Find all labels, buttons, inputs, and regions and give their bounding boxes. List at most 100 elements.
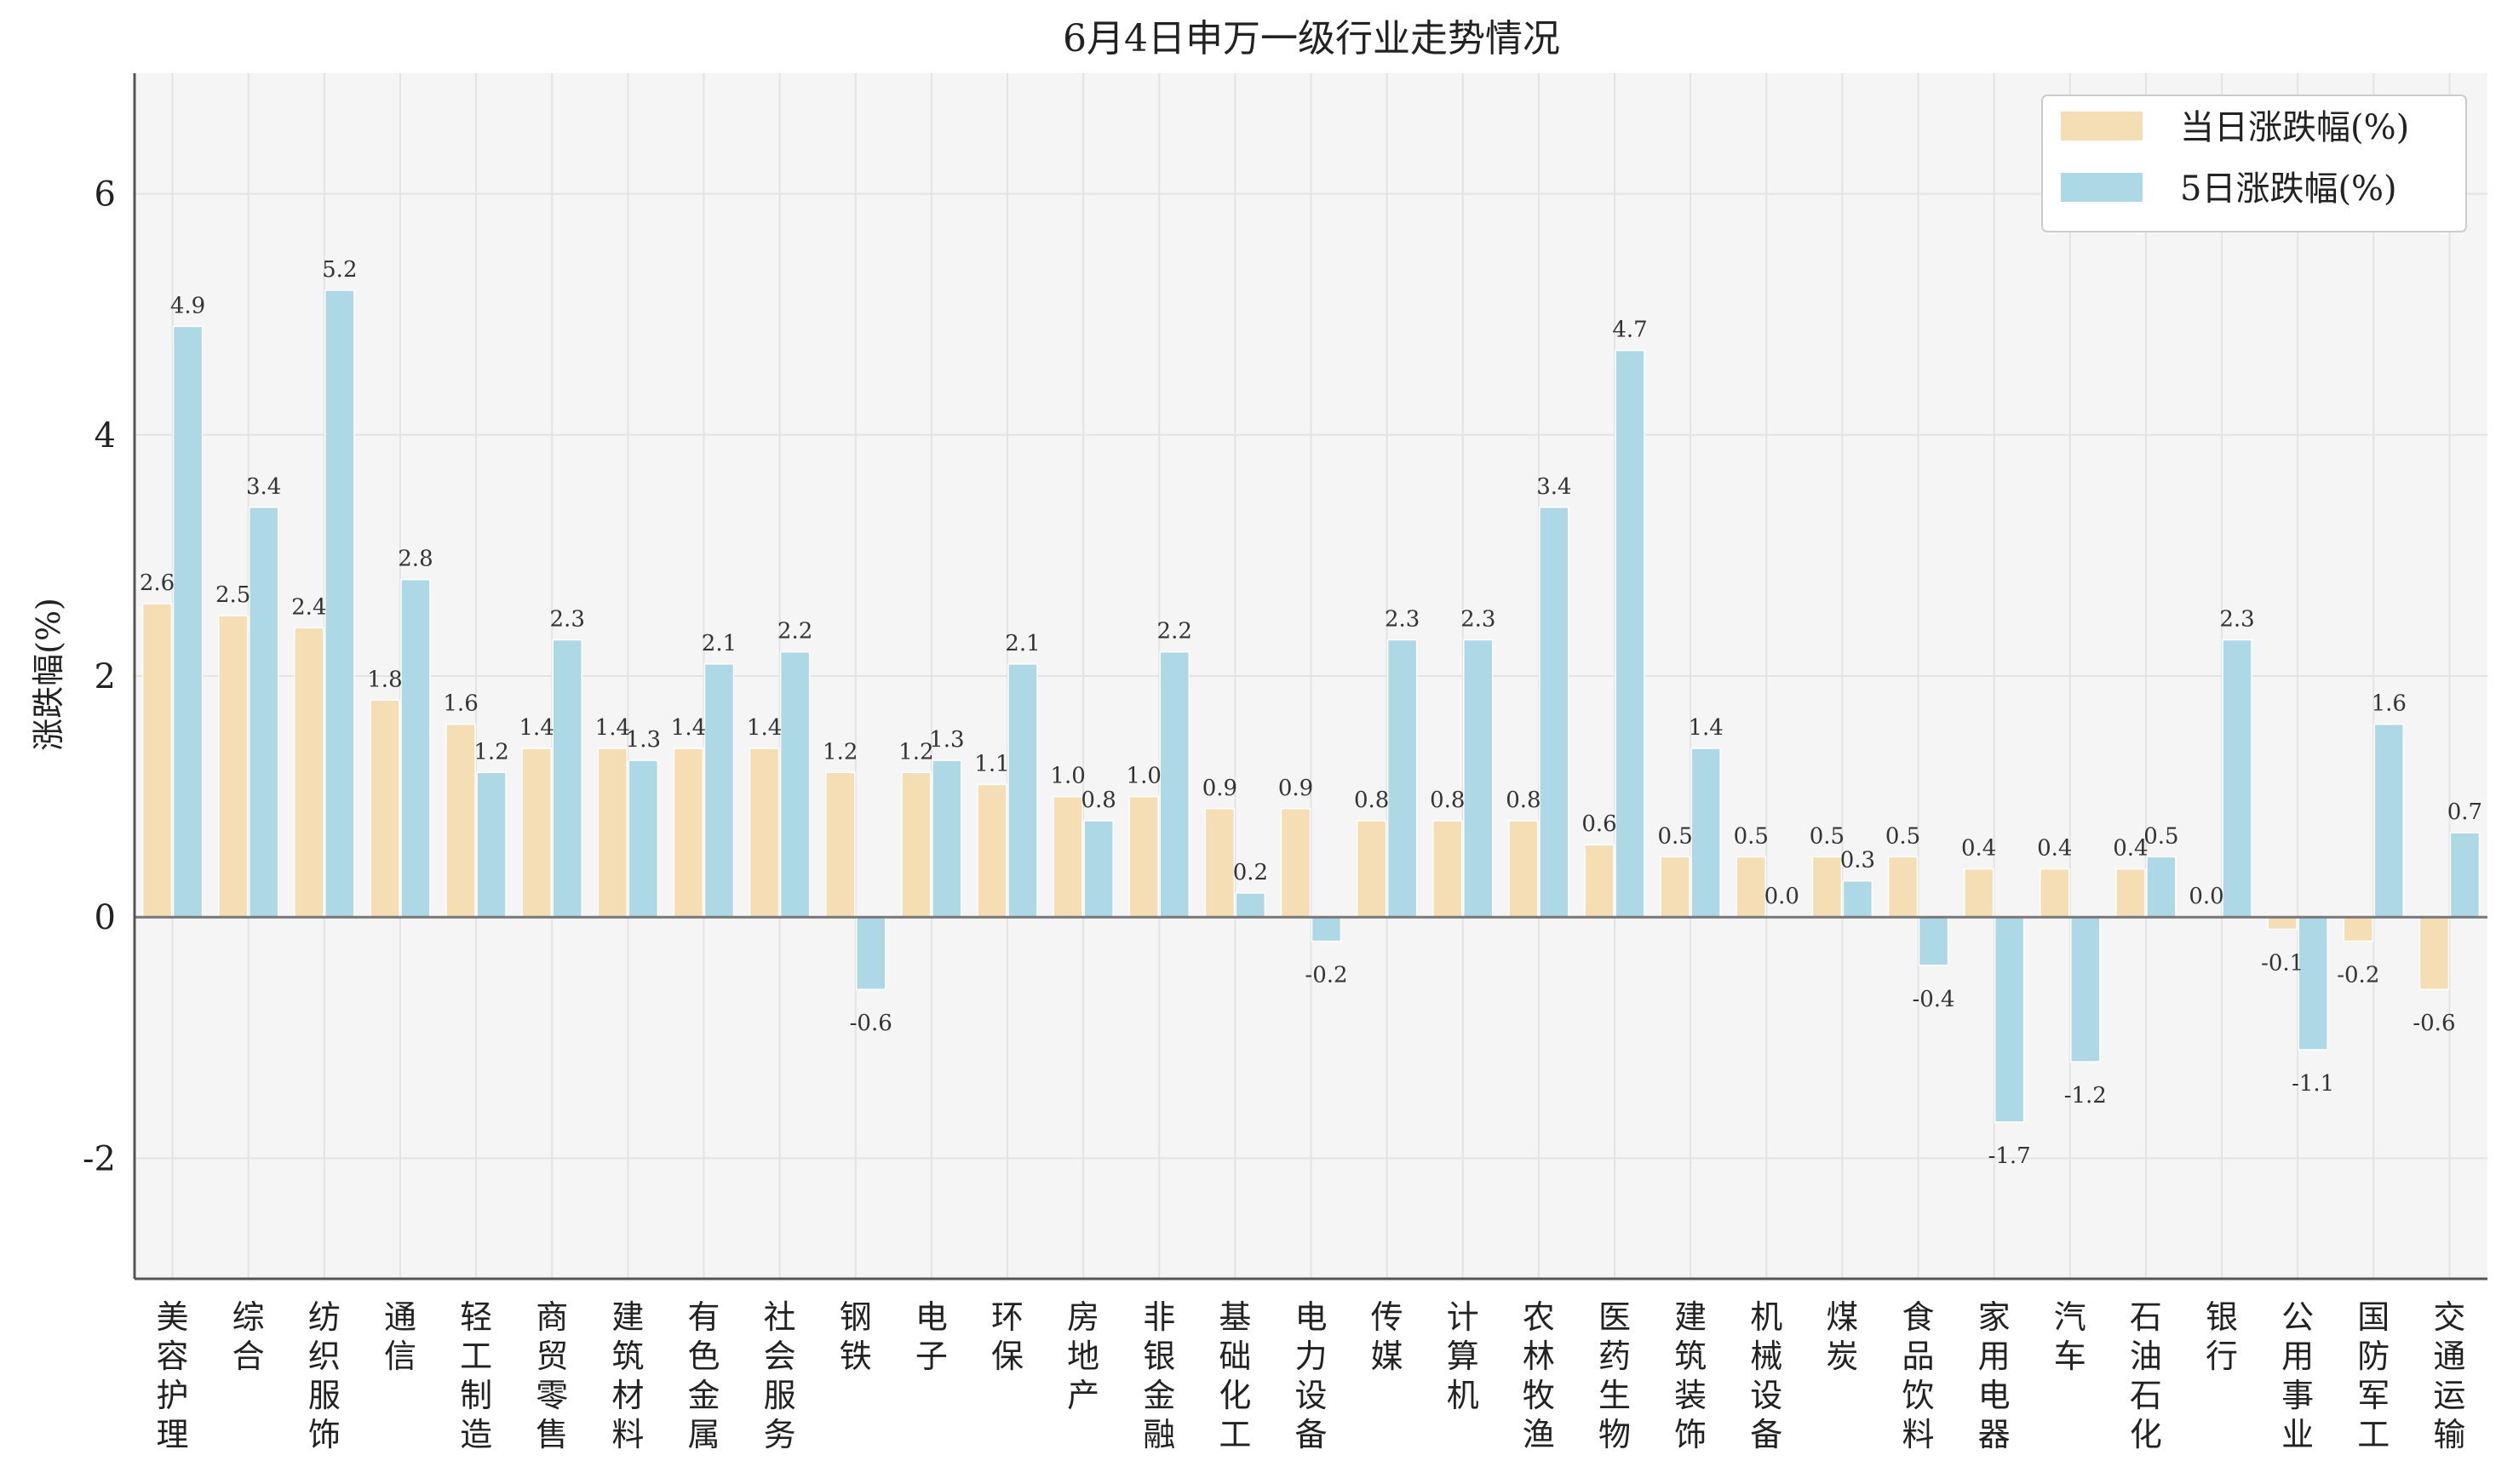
bar-daily xyxy=(673,748,704,918)
y-tick-label: 0 xyxy=(95,898,116,937)
x-tick-label: 钢铁 xyxy=(840,1298,872,1375)
data-label-5day: 2.1 xyxy=(702,631,737,656)
bar-daily xyxy=(141,603,173,918)
x-tick-label: 有色金属 xyxy=(687,1298,720,1453)
data-label-daily: 1.4 xyxy=(671,715,706,741)
bar-5day xyxy=(248,507,279,918)
data-label-5day: 4.9 xyxy=(170,293,205,318)
bar-5day xyxy=(1159,650,1190,918)
data-label-5day: 1.3 xyxy=(626,727,661,753)
data-label-5day: 3.4 xyxy=(246,474,281,500)
data-label-daily: 1.4 xyxy=(519,715,554,741)
legend-swatch-5day xyxy=(2061,173,2143,202)
data-label-5day: -1.2 xyxy=(2064,1083,2107,1109)
data-label-5day: 1.6 xyxy=(2372,691,2407,717)
data-label-daily: 2.5 xyxy=(215,582,250,608)
data-label-daily: 2.4 xyxy=(291,594,326,620)
x-tick-label: 纺织服饰 xyxy=(308,1298,341,1453)
bar-daily xyxy=(1963,868,1994,918)
x-tick-label: 环保 xyxy=(991,1298,1024,1375)
chart-title: 6月4日申万一级行业走势情况 xyxy=(1063,17,1560,60)
bar-daily xyxy=(2343,916,2374,943)
bar-daily xyxy=(2418,916,2450,990)
bar-5day xyxy=(400,578,431,918)
bar-5day xyxy=(1539,507,1569,918)
data-label-daily: 0.8 xyxy=(1430,788,1465,813)
bar-5day xyxy=(1235,892,1266,918)
data-label-daily: 1.0 xyxy=(1050,764,1085,789)
bar-5day xyxy=(476,771,507,918)
bar-daily xyxy=(1204,808,1236,918)
data-label-5day: -1.7 xyxy=(1988,1143,2031,1169)
bar-5day xyxy=(1615,349,1645,918)
data-label-5day: 2.3 xyxy=(1385,607,1420,633)
data-label-5day: 0.0 xyxy=(1764,884,1799,909)
bar-5day xyxy=(932,759,962,918)
data-label-daily: 0.4 xyxy=(2113,836,2148,862)
data-label-daily: 0.4 xyxy=(1961,836,1996,862)
bar-daily xyxy=(1660,856,1690,918)
bar-5day xyxy=(1386,639,1418,918)
x-tick-label: 美容护理 xyxy=(157,1298,189,1453)
x-tick-label: 商贸零售 xyxy=(536,1298,568,1453)
data-label-daily: 0.5 xyxy=(1657,823,1692,849)
data-label-5day: 0.7 xyxy=(2447,799,2482,825)
x-tick-label: 食品饮料 xyxy=(1902,1298,1935,1453)
data-label-daily: 1.4 xyxy=(595,715,630,741)
y-tick-label: 6 xyxy=(95,175,116,215)
legend-label-5day: 5日涨跌幅(%) xyxy=(2180,169,2397,209)
x-tick-label: 石油石化 xyxy=(2130,1298,2162,1453)
bar-daily xyxy=(749,748,780,918)
axes xyxy=(133,73,2487,1281)
x-tick-label: 煤炭 xyxy=(1826,1298,1858,1375)
x-tick-label: 综合 xyxy=(232,1298,265,1375)
x-tick-label: 非银金融 xyxy=(1143,1298,1175,1453)
data-label-5day: 3.4 xyxy=(1536,474,1571,500)
bar-5day xyxy=(2222,639,2252,918)
bar-daily xyxy=(1432,820,1463,918)
bar-daily xyxy=(1887,856,1919,918)
data-label-daily: 0.9 xyxy=(1278,776,1313,801)
bar-daily xyxy=(1280,808,1311,918)
bar-5day xyxy=(703,663,735,918)
x-tick-label: 机械设备 xyxy=(1750,1298,1782,1453)
bar-daily xyxy=(824,771,856,918)
bar-daily xyxy=(1811,856,1843,918)
x-tick-label: 银行 xyxy=(2206,1298,2238,1375)
data-label-daily: 0.9 xyxy=(1202,776,1237,801)
bar-5day xyxy=(628,759,659,918)
bar-5day xyxy=(1994,916,2025,1123)
bar-daily xyxy=(1584,844,1615,918)
data-label-5day: -0.4 xyxy=(1912,987,1954,1012)
x-tick-label: 建筑材料 xyxy=(611,1298,644,1453)
bar-5day xyxy=(1083,820,1114,918)
data-label-daily: -0.1 xyxy=(2261,950,2304,976)
y-axis-label: 涨跌幅(%) xyxy=(30,598,67,751)
legend: 当日涨跌幅(%) 5日涨跌幅(%) xyxy=(2041,95,2467,232)
x-tick-label: 轻工制造 xyxy=(460,1298,492,1453)
data-label-daily: 0.5 xyxy=(1885,823,1920,849)
bar-daily xyxy=(2267,916,2298,931)
data-label-daily: 1.8 xyxy=(367,667,402,692)
data-label-5day: 0.3 xyxy=(1840,848,1875,874)
data-labels: 2.64.92.53.42.45.21.82.81.61.21.42.31.41… xyxy=(140,257,2482,1169)
bar-5day xyxy=(855,916,886,990)
data-label-5day: 2.3 xyxy=(2219,607,2254,633)
data-label-daily: 1.1 xyxy=(974,751,1009,776)
bar-5day xyxy=(2298,916,2328,1051)
bar-5day xyxy=(2146,856,2177,918)
bar-daily xyxy=(1128,795,1159,918)
bar-daily xyxy=(1736,856,1767,918)
data-label-5day: 2.8 xyxy=(398,547,433,572)
bar-daily xyxy=(1356,820,1387,918)
data-label-5day: -0.2 xyxy=(1305,963,1347,988)
bar-5day xyxy=(1007,663,1038,918)
data-label-5day: -1.1 xyxy=(2292,1071,2334,1097)
data-label-daily: 0.0 xyxy=(2189,884,2223,909)
legend-swatch-daily xyxy=(2061,112,2143,140)
bar-5day xyxy=(172,325,204,918)
bar-daily xyxy=(445,723,476,918)
bar-daily xyxy=(2115,868,2146,918)
bar-5day xyxy=(1311,916,1342,943)
